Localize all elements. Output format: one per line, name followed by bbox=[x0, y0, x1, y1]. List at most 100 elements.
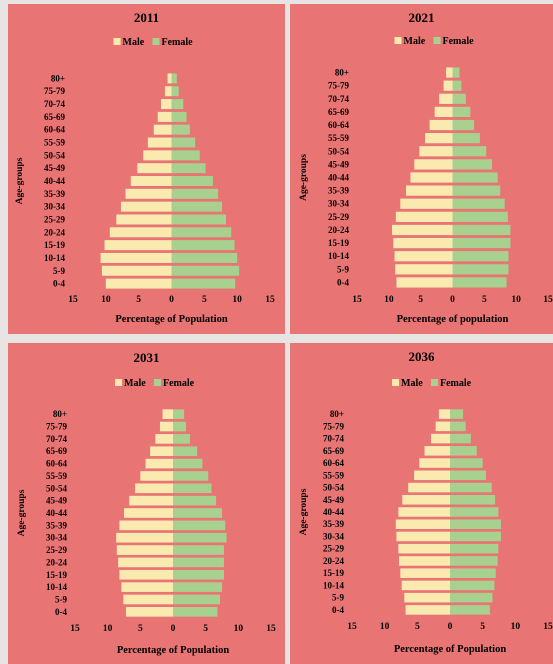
age-group-label: 65-69 bbox=[46, 446, 67, 456]
bar-female bbox=[173, 607, 218, 617]
legend: Male Female bbox=[392, 378, 472, 389]
x-tick-label: 5 bbox=[418, 295, 423, 305]
age-group-label: 15-19 bbox=[46, 570, 67, 580]
bar-male bbox=[396, 277, 453, 288]
age-group-label: 45-49 bbox=[323, 495, 344, 505]
age-group-label: 60-64 bbox=[328, 120, 349, 130]
legend-label-female: Female bbox=[443, 36, 475, 47]
bar-female bbox=[173, 594, 221, 605]
bar-male bbox=[406, 185, 453, 196]
chart-title: 2021 bbox=[409, 10, 435, 25]
bar-male bbox=[153, 124, 172, 135]
bar-female bbox=[450, 556, 498, 566]
bar-male bbox=[400, 198, 453, 209]
bar-female bbox=[450, 543, 499, 554]
bar-male bbox=[109, 227, 172, 238]
x-tick-label: 10 bbox=[234, 624, 244, 634]
x-tick-label: 10 bbox=[384, 295, 394, 305]
age-group-label: 5-9 bbox=[332, 593, 344, 603]
bar-female bbox=[173, 421, 187, 432]
bar-male bbox=[105, 278, 172, 289]
x-tick-label: 5 bbox=[136, 295, 141, 305]
bar-male bbox=[414, 470, 450, 481]
bar-male bbox=[419, 146, 453, 157]
age-group-label: 25-29 bbox=[328, 212, 349, 222]
bar-male bbox=[123, 594, 173, 605]
bar-male bbox=[419, 458, 450, 468]
bar-female bbox=[171, 163, 206, 174]
pyramid-chart-2036: 2036 Male Female 0-4 5-9 10-14 15-19 20-24 25-29… bbox=[299, 349, 553, 655]
age-group-label: 65-69 bbox=[44, 112, 65, 122]
bar-female bbox=[171, 124, 190, 135]
x-tick-label: 0 bbox=[169, 295, 174, 305]
age-group-label: 35-39 bbox=[44, 189, 65, 199]
x-tick-label: 5 bbox=[482, 295, 487, 305]
bar-male bbox=[145, 458, 173, 469]
age-group-label: 5-9 bbox=[55, 594, 67, 604]
bar-female bbox=[171, 252, 238, 263]
x-tick-label: 5 bbox=[203, 624, 208, 634]
x-axis-title: Percentage of population bbox=[397, 314, 509, 325]
bar-female bbox=[450, 580, 495, 591]
bar-female bbox=[450, 409, 464, 419]
bar-female bbox=[450, 421, 466, 432]
bar-male bbox=[396, 531, 450, 542]
age-group-label: 50-54 bbox=[323, 483, 344, 493]
bar-male bbox=[160, 99, 172, 110]
bar-male bbox=[118, 557, 173, 568]
bar-female bbox=[173, 508, 222, 518]
legend-label-female: Female bbox=[440, 378, 472, 389]
bar-female bbox=[452, 119, 475, 131]
bar-female bbox=[452, 106, 471, 118]
age-group-label: 35-39 bbox=[46, 520, 67, 530]
age-group-label: 75-79 bbox=[46, 422, 67, 432]
legend-swatch-male bbox=[394, 37, 402, 44]
bar-male bbox=[414, 159, 453, 170]
bar-female bbox=[452, 185, 501, 196]
bar-female bbox=[173, 434, 190, 444]
bar-female bbox=[173, 520, 226, 531]
x-tick-label: 10 bbox=[103, 624, 113, 634]
bar-male bbox=[101, 265, 172, 276]
age-group-label: 65-69 bbox=[328, 107, 349, 117]
bar-male bbox=[429, 119, 453, 131]
age-group-label: 45-49 bbox=[46, 496, 67, 506]
legend-swatch-female bbox=[433, 37, 441, 44]
age-group-label: 35-39 bbox=[323, 519, 344, 529]
bar-male bbox=[164, 86, 172, 97]
legend-label-female: Female bbox=[162, 37, 194, 48]
bar-male bbox=[147, 137, 172, 148]
age-group-label: 25-29 bbox=[323, 544, 344, 554]
bar-female bbox=[171, 214, 227, 225]
x-tick-label: 10 bbox=[511, 295, 521, 305]
bar-male bbox=[135, 483, 173, 494]
bar-male bbox=[124, 508, 173, 518]
age-group-label: 50-54 bbox=[44, 150, 65, 160]
age-group-label: 25-29 bbox=[46, 545, 67, 555]
x-tick-label: 15 bbox=[68, 295, 78, 305]
bar-male bbox=[446, 67, 453, 78]
legend-label-male: Male bbox=[124, 378, 146, 389]
x-tick-label: 0 bbox=[448, 622, 453, 632]
bar-male bbox=[398, 507, 450, 517]
bar-female bbox=[450, 531, 501, 542]
age-group-label: 0-4 bbox=[332, 605, 344, 615]
bar-female bbox=[450, 433, 471, 444]
bar-male bbox=[402, 494, 450, 505]
age-group-label: 70-74 bbox=[328, 94, 349, 104]
bar-male bbox=[143, 150, 172, 161]
bar-male bbox=[392, 224, 453, 236]
bar-male bbox=[410, 172, 453, 183]
bar-female bbox=[452, 237, 511, 249]
bar-female bbox=[452, 277, 507, 288]
age-group-label: 10-14 bbox=[323, 580, 344, 590]
x-tick-label: 5 bbox=[480, 622, 485, 632]
chart-panel-2011: 2011 Male Female 0-4 5-9 10-14 15-19 20-24 25-29… bbox=[8, 4, 285, 334]
bar-male bbox=[405, 605, 450, 615]
age-group-label: 5-9 bbox=[337, 264, 349, 274]
bar-female bbox=[173, 483, 212, 494]
x-axis-title: Percentage of Population bbox=[394, 644, 507, 655]
bar-male bbox=[119, 569, 173, 580]
bar-female bbox=[171, 188, 219, 199]
legend: Male Female bbox=[394, 36, 475, 47]
